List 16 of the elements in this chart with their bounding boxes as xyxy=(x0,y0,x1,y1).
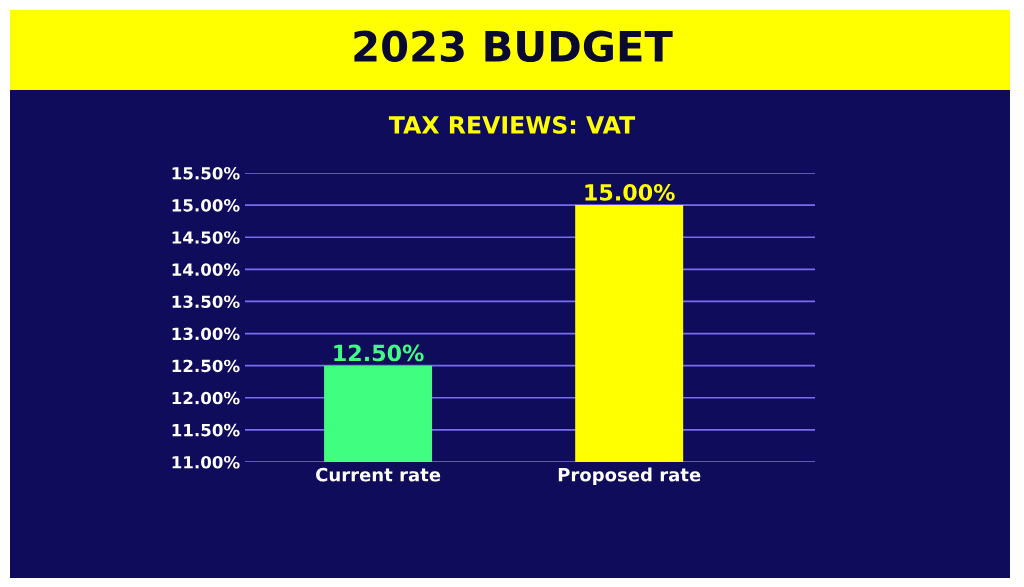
y-tick-label: 12.50% xyxy=(172,359,240,373)
chart-subtitle: TAX REVIEWS: VAT xyxy=(388,115,636,134)
data-label: 15.00% xyxy=(585,184,675,201)
y-tick-label: 11.50% xyxy=(172,423,240,437)
x-tick-label: Current rate xyxy=(316,467,441,482)
y-tick-label: 12.00% xyxy=(172,391,240,405)
chart-title: 2023 BUDGET xyxy=(354,30,673,63)
y-tick-label: 15.50% xyxy=(172,166,240,180)
y-tick-label: 11.00% xyxy=(172,455,240,469)
y-tick-label: 14.50% xyxy=(172,231,240,244)
y-tick-label: 14.00% xyxy=(172,263,240,276)
x-tick-label: Proposed rate xyxy=(558,467,701,486)
y-tick-label: 13.00% xyxy=(172,327,240,341)
y-tick-label: 15.00% xyxy=(172,199,240,212)
y-tick-label: 13.50% xyxy=(172,295,240,309)
data-label: 12.50% xyxy=(334,344,424,362)
